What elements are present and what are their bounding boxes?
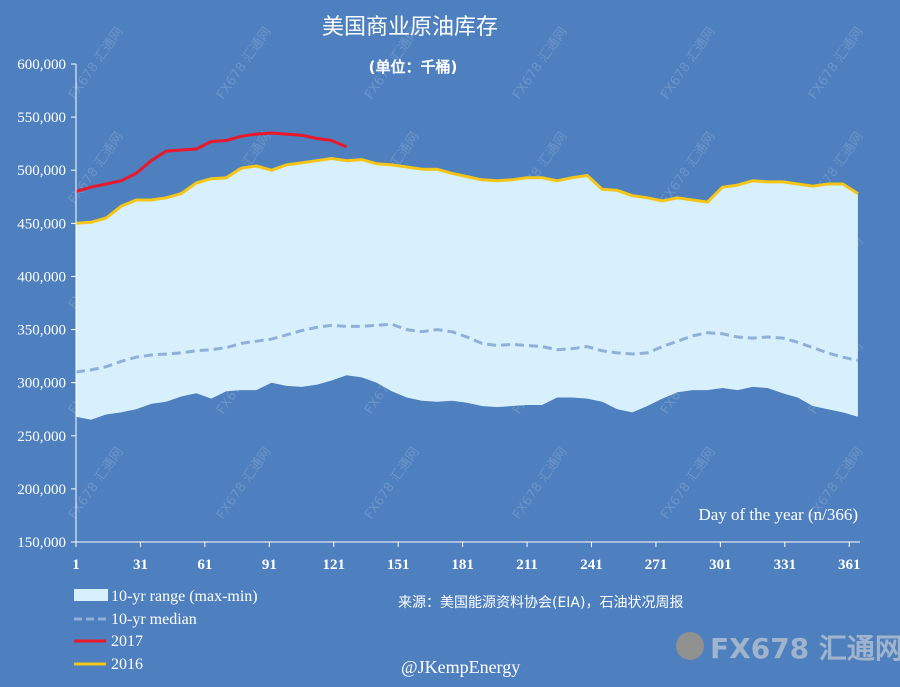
y-tick-label: 200,000: [17, 482, 66, 498]
x-tick-label: 361: [838, 557, 861, 573]
y-tick-label: 550,000: [17, 110, 66, 126]
y-tick-label: 600,000: [17, 57, 66, 73]
x-tick-label: 181: [451, 557, 474, 573]
legend-label: 2017: [111, 633, 143, 650]
y-tick-label: 300,000: [17, 376, 66, 392]
legend: 10-yr range (max-min) 10-yr median 2017 201…: [74, 588, 258, 673]
logo-wordmark: FX678 汇通网: [710, 632, 900, 665]
chart-title: 美国商业原油库存: [322, 15, 498, 40]
series-line-2017: [75, 131, 348, 193]
legend-label: 2016: [111, 656, 143, 673]
series-line-2016: [75, 157, 859, 225]
x-axis-label: Day of the year (n/366): [698, 505, 858, 524]
legend-label: 10-yr range (max-min): [111, 588, 258, 605]
x-tick-label: 1: [72, 557, 80, 573]
x-tick-label: 31: [133, 557, 148, 573]
range-band: [76, 158, 858, 420]
x-tick-label: 271: [645, 557, 668, 573]
x-tick-label: 331: [774, 557, 797, 573]
x-tick-label: 301: [709, 557, 732, 573]
fx678-logo: FX678 汇通网: [676, 632, 900, 665]
chart-subtitle: (单位：千桶): [369, 58, 458, 76]
y-tick-label: 350,000: [17, 323, 66, 339]
legend-swatch-range: [74, 589, 108, 601]
x-tick-label: 151: [387, 557, 410, 573]
y-tick-label: 250,000: [17, 429, 66, 445]
logo-globe-icon: [676, 632, 704, 660]
x-tick-label: 211: [516, 557, 538, 573]
x-tick-label: 61: [197, 557, 212, 573]
x-tick-label: 241: [580, 557, 603, 573]
axes: 150,000 200,000 250,000 300,000 350,000 400,0…: [17, 57, 860, 573]
median-line: [75, 322, 859, 374]
y-tick-label: 500,000: [17, 163, 66, 179]
credit-label: @JKempEnergy: [401, 657, 520, 677]
y-tick-label: 400,000: [17, 269, 66, 285]
y-tick-label: 450,000: [17, 216, 66, 232]
plot-area: [75, 131, 859, 420]
legend-label: 10-yr median: [111, 611, 197, 628]
x-tick-label: 91: [262, 557, 277, 573]
y-tick-label: 150,000: [17, 535, 66, 551]
source-note: 来源：美国能源资料协会(EIA)，石油状况周报: [398, 595, 683, 611]
x-tick-label: 121: [323, 557, 346, 573]
